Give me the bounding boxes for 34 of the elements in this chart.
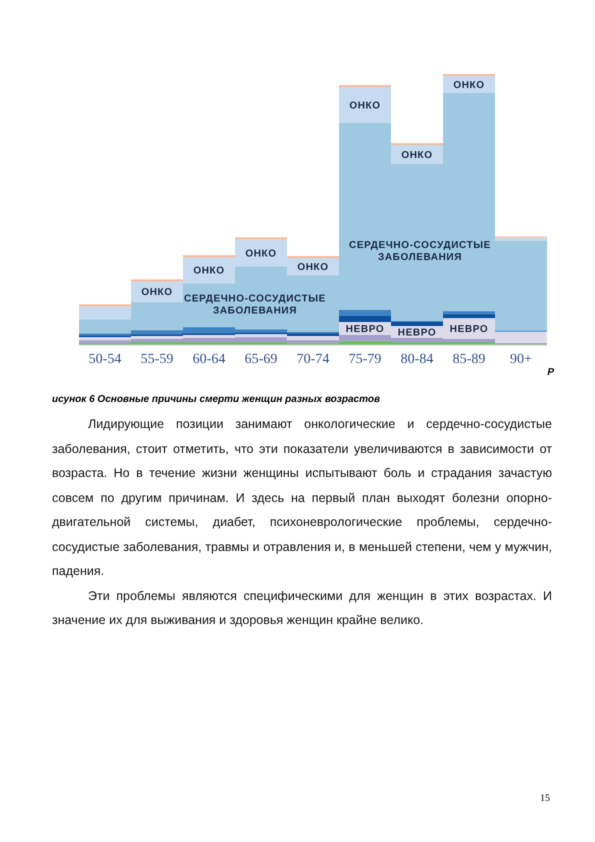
bar xyxy=(339,310,391,316)
annotation: ОНКО xyxy=(245,248,277,260)
x-tick-label: 75-79 xyxy=(348,352,382,367)
bar xyxy=(443,311,495,314)
x-tick-label: 65-69 xyxy=(244,352,278,367)
bar xyxy=(391,322,443,326)
annotation: ОНКО xyxy=(401,150,433,161)
annotation: ОНКО xyxy=(453,80,485,91)
bar xyxy=(339,87,391,124)
x-tick-label: 55-59 xyxy=(140,352,174,367)
annotation: НЕВРО xyxy=(398,327,436,338)
x-tick-label: 70-74 xyxy=(296,352,330,367)
annotation: СЕРДЕЧНО-СОСУДИСТЫЕ ЗАБОЛЕВАНИЯ xyxy=(184,293,326,316)
text: исунок 6 Основные причины смерти женщин разных возрастов xyxy=(52,394,381,405)
text: Эти проблемы являются специфическими для женщин в этих возрастах. И значение их для выживания и здоровья женщин крайне велико. xyxy=(52,588,552,629)
x-tick-label: 90+ xyxy=(510,352,532,367)
x-tick-label: 85-89 xyxy=(452,352,486,367)
text: 15 xyxy=(539,793,550,804)
bar xyxy=(339,316,391,322)
annotation: ОНКО xyxy=(349,100,381,112)
annotation: ОНКО xyxy=(193,266,225,277)
bar xyxy=(443,314,495,318)
annotation: ОНКО xyxy=(141,287,173,298)
bar xyxy=(495,238,547,241)
annotation: НЕВРО xyxy=(450,324,488,336)
x-tick-label: 60-64 xyxy=(192,352,226,367)
text: Р xyxy=(546,367,554,378)
x-tick-label: 80-84 xyxy=(400,352,434,367)
annotation: СЕРДЕЧНО-СОСУДИСТЫЕ ЗАБОЛЕВАНИЯ xyxy=(349,240,491,263)
x-tick-label: 50-54 xyxy=(88,352,122,367)
bar xyxy=(79,306,131,320)
annotation: ОНКО xyxy=(297,262,329,274)
text: Лидирующие позиции занимают онкологические и сердечно-сосудистые заболевания, стоит отметить, что эти показатели увеличиваются в зависимости от возраста. Но в течение жизни женщины испытывают боль и страдания зачастую совсем по другим причинам. И здесь на первый план выходят болезни опорно-двигательной системы, диабет, психоневрологические проблемы, сердечно-сосудистые заболевания, травмы и отравления и, в меньшей степени, чем у мужчин, падения. xyxy=(52,416,552,580)
annotation: НЕВРО xyxy=(346,324,384,335)
